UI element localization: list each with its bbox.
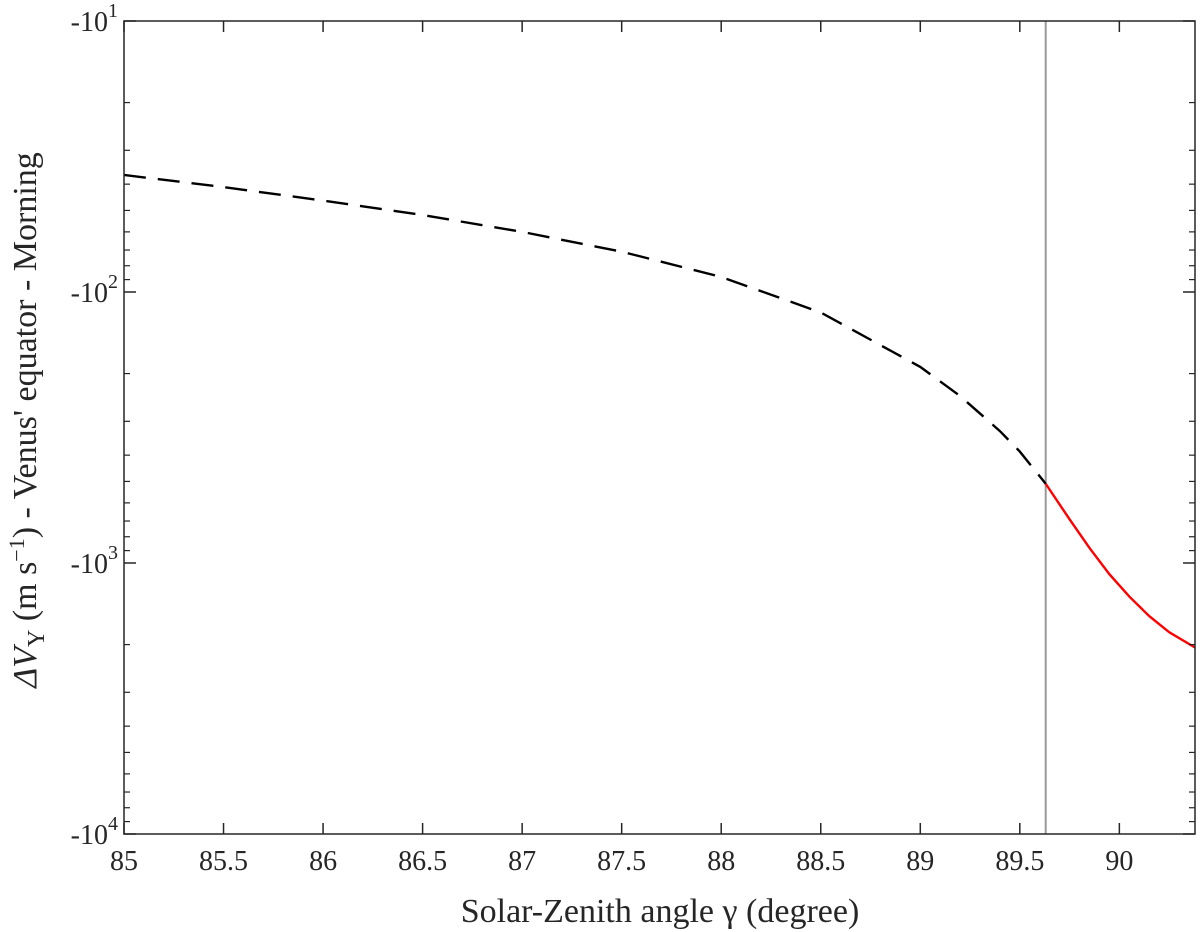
y-tick-label: -104 <box>71 813 118 851</box>
x-axis-ticks: 85 85.5 86 86.5 87 87.5 88 88.5 89 89.5 90 <box>110 21 1133 877</box>
y-axis-label-subscript: Y <box>24 630 50 647</box>
x-tick-label: 87.5 <box>597 846 646 877</box>
x-tick-label: 88.5 <box>796 846 845 877</box>
series-line-1 <box>123 173 1047 485</box>
y-axis-label-delta-v: ΔV <box>7 643 44 690</box>
x-tick-label: 85 <box>110 846 138 877</box>
y-axis-label-units-close: ) - Venus' equator - Morning <box>7 152 44 538</box>
series-line-2 <box>1044 483 1196 649</box>
plot-area <box>123 21 1196 834</box>
y-tick-label: -101 <box>71 0 118 38</box>
x-tick-label: 88 <box>707 846 735 877</box>
y-tick-label: -103 <box>71 542 118 580</box>
y-tick-label: -102 <box>71 271 118 309</box>
x-tick-label: 90 <box>1105 846 1133 877</box>
x-tick-label: 89 <box>906 846 934 877</box>
x-tick-label: 89.5 <box>995 846 1044 877</box>
plot-frame <box>123 20 1196 835</box>
x-tick-label: 85.5 <box>199 846 248 877</box>
y-axis-label: ΔVY (m s−1) - Venus' equator - Morning <box>4 152 50 690</box>
y-axis-label-units-exp: −1 <box>4 538 29 561</box>
x-tick-label: 86 <box>309 846 337 877</box>
y-axis-label-units-open: (m s <box>7 562 44 630</box>
x-tick-label: 86.5 <box>398 846 447 877</box>
x-axis-label: Solar-Zenith angle γ (degree) <box>461 893 860 930</box>
x-tick-label: 87 <box>508 846 536 877</box>
